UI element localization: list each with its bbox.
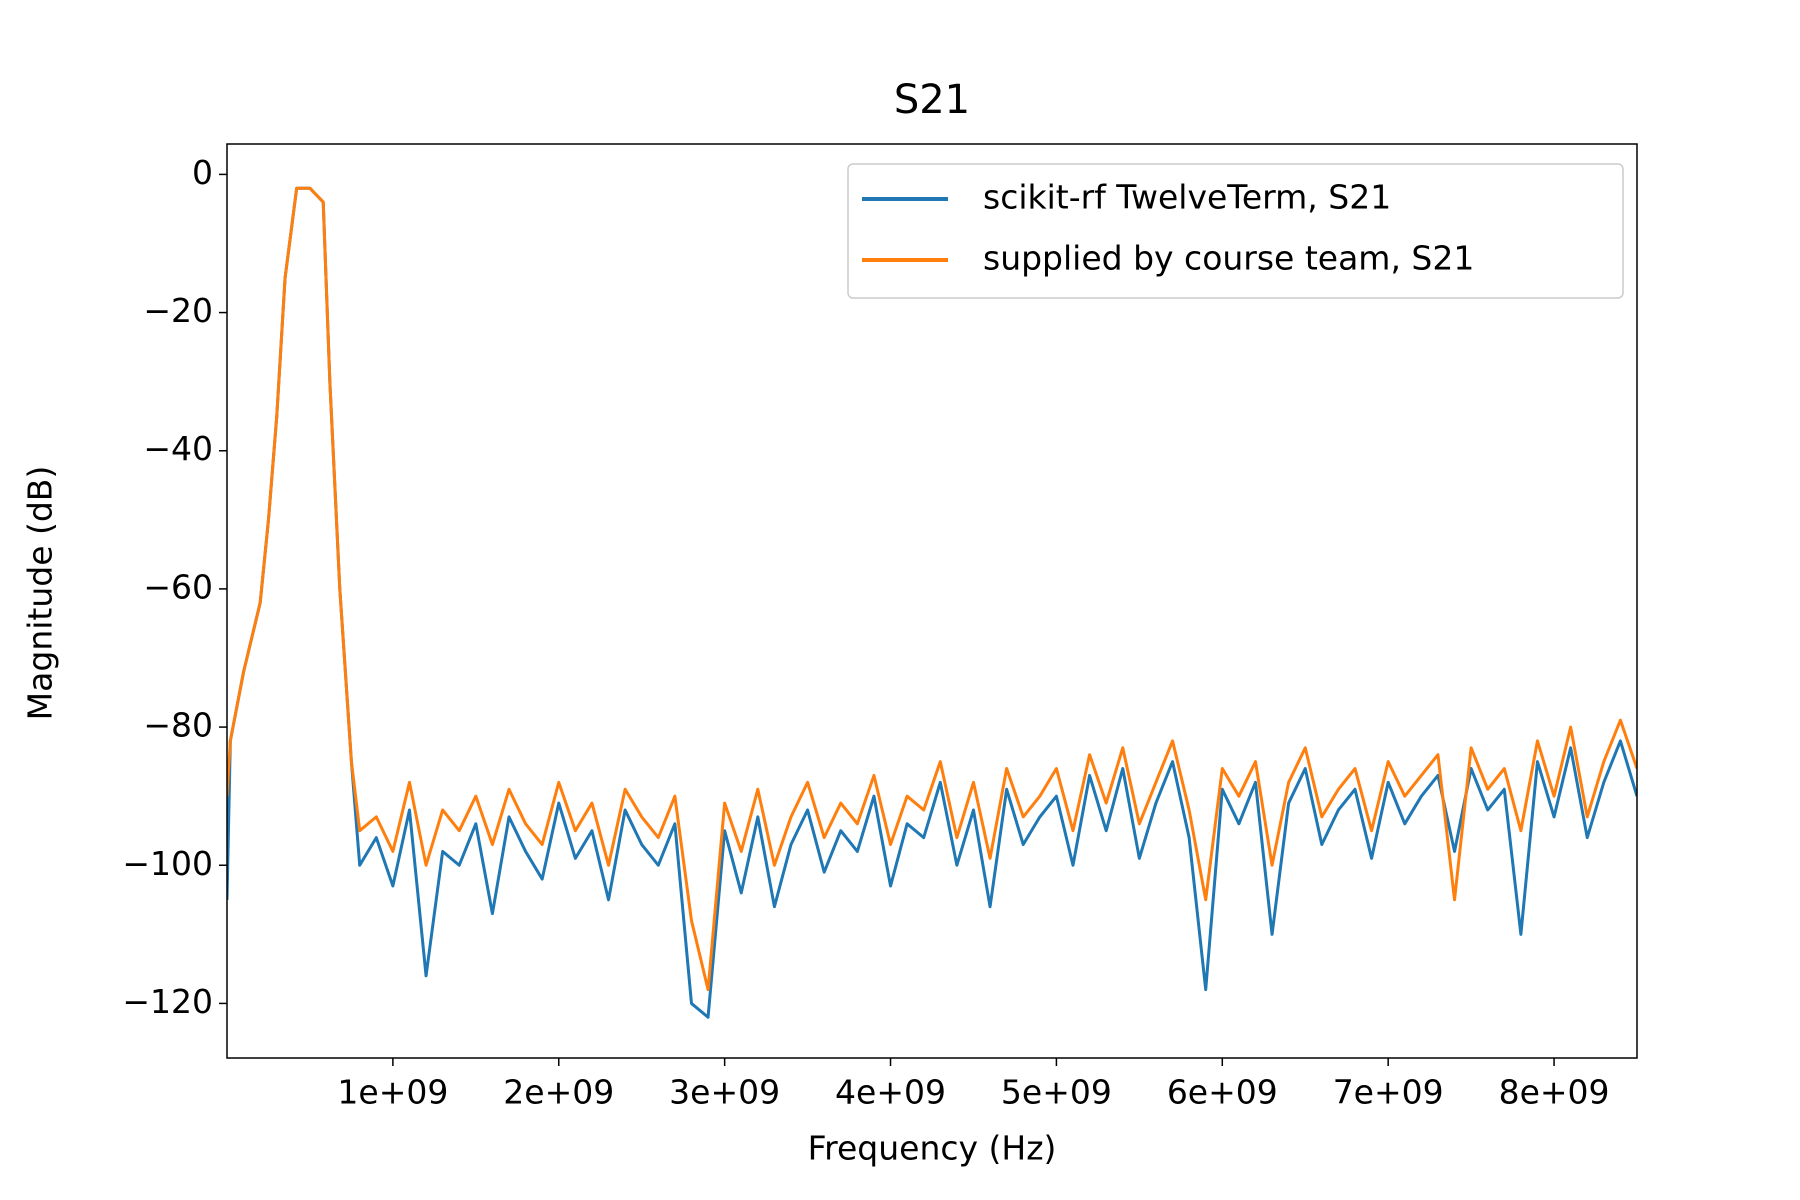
y-tick-label: 0	[192, 153, 213, 192]
x-tick-label: 6e+09	[1167, 1073, 1278, 1112]
y-tick-label: −20	[143, 291, 213, 330]
y-tick-label: −40	[143, 429, 213, 468]
y-tick-label: −100	[122, 844, 213, 883]
x-tick-label: 1e+09	[337, 1073, 448, 1112]
x-tick-label: 2e+09	[503, 1073, 614, 1112]
data-line	[227, 186, 1637, 1019]
plot-frame	[226, 143, 1638, 1059]
x-tick-label: 7e+09	[1333, 1073, 1444, 1112]
legend-label: supplied by course team, S21	[983, 239, 1474, 278]
chart-title: S21	[894, 77, 970, 123]
y-tick-label: −120	[122, 982, 213, 1021]
x-axis-label: Frequency (Hz)	[808, 1129, 1057, 1168]
x-tick-label: 3e+09	[669, 1073, 780, 1112]
legend-box	[847, 163, 1624, 299]
y-tick-label: −80	[143, 706, 213, 745]
y-axis-label: Magnitude (dB)	[21, 466, 60, 721]
x-tick-label: 4e+09	[835, 1073, 946, 1112]
y-tick-label: −60	[143, 567, 213, 606]
x-tick-label: 5e+09	[1001, 1073, 1112, 1112]
data-line	[227, 186, 1637, 992]
legend-label: scikit-rf TwelveTerm, S21	[983, 178, 1391, 217]
x-tick-label: 8e+09	[1499, 1073, 1610, 1112]
